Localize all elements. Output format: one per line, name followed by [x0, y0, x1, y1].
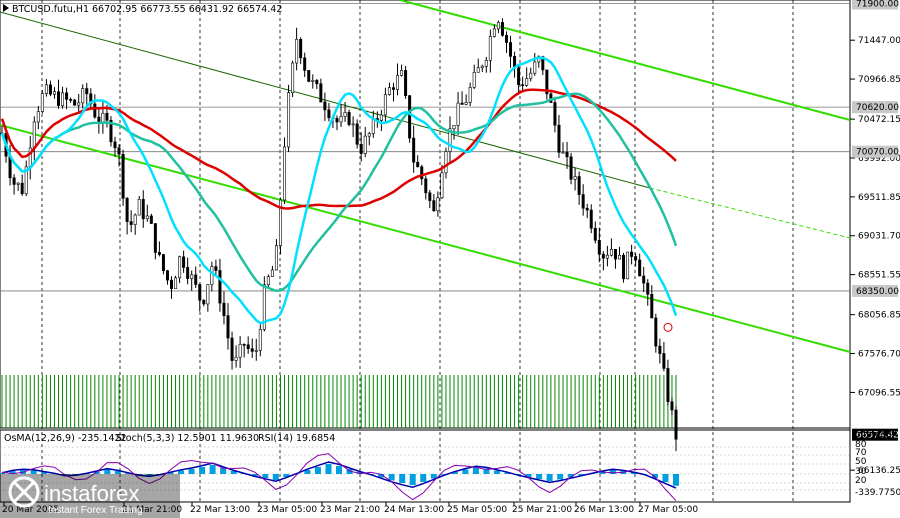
price-tick-label: 68056.85 — [858, 311, 900, 321]
price-tick-label: 66136.25 — [858, 466, 900, 476]
time-tick-label: 25 Mar 21:00 — [512, 505, 572, 515]
instaforex-logo: instaforex Instant Forex Trading — [0, 474, 180, 518]
level-label: 66574.42 — [856, 431, 899, 441]
volume-bars — [1, 375, 677, 428]
time-tick-label: 26 Mar 13:00 — [574, 505, 634, 515]
stoch-label: Stoch(5,3,3) 12.5901 11.9630 — [116, 433, 259, 444]
brand-tagline: Instant Forex Trading — [48, 505, 143, 516]
rsi-label: RSI(14) 19.6854 — [258, 433, 335, 444]
time-tick-label: 25 Mar 05:00 — [447, 505, 507, 515]
ohlc-values: 66702.95 66773.55 66431.92 66574.42 — [92, 4, 282, 15]
level-label: 70620.00 — [856, 103, 899, 113]
indicator-tick-label: 545.4834 — [855, 430, 898, 440]
indicator-tick-label: -339.7750 — [855, 488, 900, 498]
chart-header: BTCUSD.futu,H1 66702.95 66773.55 66431.9… — [3, 4, 282, 15]
symbol-label: BTCUSD.futu,H1 — [12, 4, 89, 15]
level-label: 71900.00 — [856, 0, 899, 10]
moving-averages — [0, 56, 678, 332]
price-tick-label: 69511.85 — [858, 193, 900, 203]
indicator-header: OsMA(12,26,9) -235.1422 Stoch(5,3,3) 12.… — [4, 433, 335, 444]
brand-name: instaforex — [44, 481, 139, 506]
time-tick-label: 22 Mar 13:00 — [190, 505, 250, 515]
level-label: 68350.00 — [856, 287, 899, 297]
time-tick-label: 23 Mar 21:00 — [320, 505, 380, 515]
price-tick-label: 70472.15 — [858, 115, 900, 125]
time-tick-label: 20 Mar 2025 — [2, 505, 59, 515]
indicator-tick-label: 50 — [855, 457, 867, 467]
price-tick-label: 67576.70 — [858, 350, 900, 360]
level-label: 70070.00 — [856, 148, 899, 158]
price-tick-label: 71447.00 — [858, 36, 900, 46]
price-tick-label: 68551.55 — [858, 271, 900, 281]
indicator-tick-label: 30 — [855, 467, 867, 477]
time-tick-label: 23 Mar 05:00 — [257, 505, 317, 515]
indicator-tick-label: 20 — [855, 476, 867, 486]
time-axis: 20 Mar 2025 21 Mar 21:00 22 Mar 13:00 23 Ma… — [2, 502, 698, 515]
price-tick-label: 67096.55 — [858, 388, 900, 398]
candles — [0, 18, 678, 452]
price-tick-label: 70966.85 — [858, 75, 900, 85]
price-tick-label: 69992.00 — [858, 154, 900, 164]
time-tick-label: 24 Mar 13:00 — [384, 505, 444, 515]
logo-mark-icon — [8, 476, 40, 508]
osma-label: OsMA(12,26,9) -235.1422 — [4, 433, 127, 444]
price-tick-label: 69031.70 — [858, 232, 900, 242]
time-tick-label: 27 Mar 05:00 — [638, 505, 698, 515]
time-tick-label: 21 Mar 21:00 — [122, 505, 182, 515]
indicator-tick-label: 70 — [855, 448, 867, 458]
indicator-tick-label: 80 — [855, 440, 867, 450]
price-axis: 71447.00 70966.85 70472.15 69992.00 69511.85… — [850, 0, 900, 476]
